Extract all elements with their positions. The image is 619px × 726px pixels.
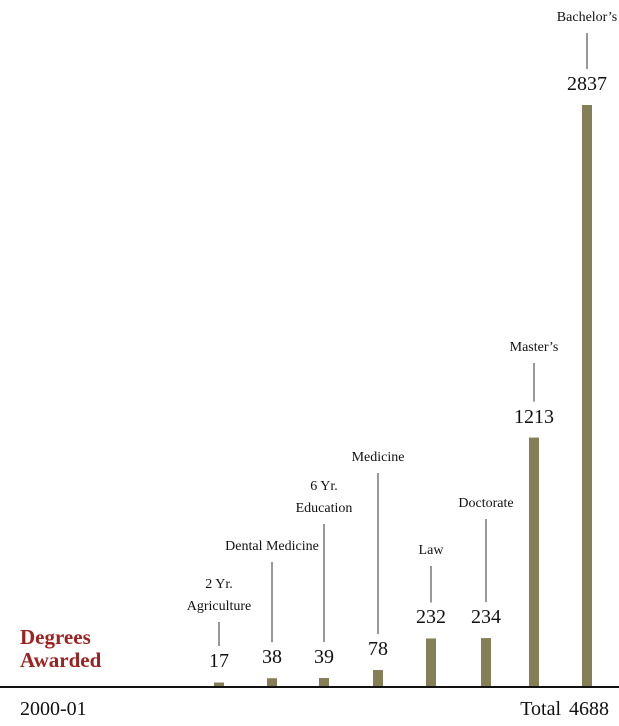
category-label: 2 Yr. Agriculture <box>186 577 252 614</box>
value-label: 2837 <box>567 73 607 95</box>
category-label: Medicine <box>351 450 405 465</box>
bar <box>582 105 592 686</box>
value-label: 39 <box>314 646 334 668</box>
value-label: 78 <box>368 638 388 661</box>
bar <box>267 678 277 686</box>
bar <box>426 638 436 686</box>
period: 2000-01 <box>20 698 87 720</box>
chart-title: Degrees Awarded <box>20 625 102 672</box>
value-label: 234 <box>471 606 501 629</box>
category-label: 6 Yr. Education <box>295 479 353 516</box>
bar <box>481 638 491 686</box>
category-label: Law <box>418 543 444 558</box>
value-label: 17 <box>209 650 229 672</box>
value-label: 38 <box>262 646 282 669</box>
bar <box>319 678 329 686</box>
total: Total 4688 <box>512 698 609 721</box>
value-label: 232 <box>416 606 446 629</box>
total-value: 4688 <box>569 698 609 720</box>
value-label: 1213 <box>514 405 554 428</box>
bar <box>214 682 224 686</box>
category-label: Bachelor’s <box>556 10 618 25</box>
category-label: Doctorate <box>458 496 514 511</box>
category-label: Master’s <box>509 340 559 355</box>
category-label: Dental Medicine <box>225 539 319 554</box>
total-label: Total <box>520 698 561 720</box>
bar <box>373 670 383 686</box>
bar <box>529 437 539 686</box>
